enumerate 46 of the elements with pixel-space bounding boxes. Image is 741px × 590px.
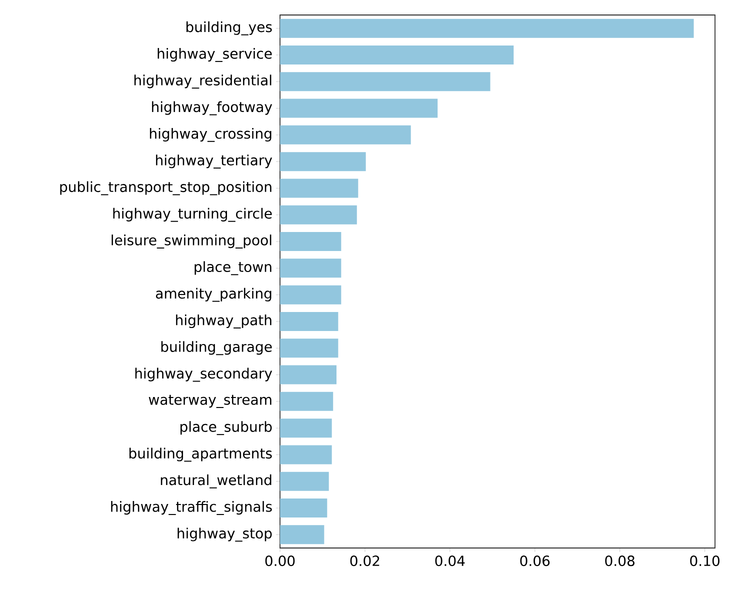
y-tick-label: highway_service — [158, 48, 272, 62]
bar — [280, 45, 514, 64]
bar — [280, 392, 334, 411]
x-tick-label: 0.10 — [690, 556, 720, 566]
y-tick-label: place_town — [194, 261, 272, 276]
y-tick-label: highway_tertiary — [156, 154, 272, 169]
y-tick-label: building_apartments — [129, 448, 272, 462]
bar — [280, 125, 411, 144]
bar — [280, 178, 358, 198]
bar — [280, 72, 490, 92]
y-tick-label: highway_footway — [152, 101, 272, 116]
y-tick-label: highway_crossing — [150, 128, 272, 142]
bar — [280, 498, 328, 518]
y-tick-label: waterway_stream — [148, 394, 272, 408]
y-tick-label: place_suburb — [180, 421, 272, 436]
bar — [280, 445, 332, 464]
bar — [280, 285, 342, 304]
bar — [280, 152, 366, 172]
x-tick-label: 0.08 — [605, 556, 634, 566]
y-tick-label: highway_traffic_signals — [111, 501, 272, 515]
y-tick-label: building_garage — [161, 341, 272, 356]
bar — [280, 312, 338, 331]
y-tick-label: public_transport_stop_position — [60, 181, 272, 196]
bar — [280, 18, 694, 38]
y-tick-label: building_yes — [186, 21, 272, 36]
y-tick-label: highway_secondary — [135, 368, 272, 382]
y-tick-label: natural_wetland — [160, 474, 272, 488]
x-tick-label: 0.00 — [265, 556, 295, 566]
bar — [280, 418, 332, 438]
y-tick-label: highway_stop — [178, 528, 272, 542]
bar — [280, 472, 329, 491]
bar — [280, 258, 342, 278]
bar — [280, 338, 338, 358]
y-tick-label: amenity_parking — [156, 288, 272, 302]
y-tick-label: highway_turning_circle — [113, 208, 272, 222]
bar — [280, 525, 324, 544]
y-tick-label: highway_residential — [134, 74, 272, 89]
bar — [280, 205, 357, 224]
bar — [280, 98, 438, 118]
x-tick-label: 0.02 — [350, 556, 380, 566]
y-tick-label: highway_path — [176, 314, 272, 328]
y-tick-label: leisure_swimming_pool — [112, 234, 272, 248]
x-tick-label: 0.04 — [435, 556, 465, 566]
x-tick-label: 0.06 — [520, 556, 550, 566]
bar — [280, 365, 336, 384]
bar — [280, 232, 342, 252]
